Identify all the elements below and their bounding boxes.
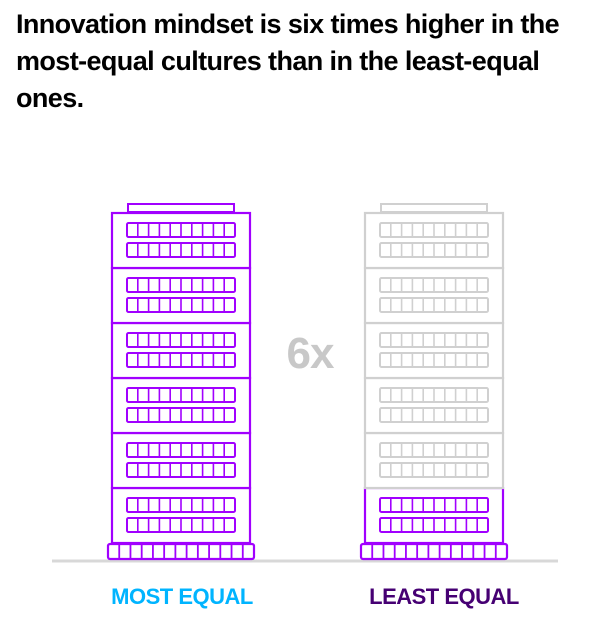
window-row bbox=[126, 462, 236, 478]
floor-frame bbox=[363, 211, 505, 270]
window-row bbox=[126, 222, 236, 238]
floor-frame bbox=[110, 376, 252, 435]
floor-unit bbox=[363, 431, 505, 490]
floor-unit bbox=[110, 431, 252, 490]
building-base bbox=[106, 542, 256, 561]
ratio-annotation: 6x bbox=[287, 329, 335, 378]
window-row bbox=[379, 407, 489, 423]
window-row bbox=[379, 352, 489, 368]
window-row bbox=[126, 332, 236, 348]
building-base bbox=[359, 542, 509, 561]
chart-title: Innovation mindset is six times higher i… bbox=[16, 9, 560, 113]
window-row bbox=[126, 277, 236, 293]
window-row bbox=[126, 407, 236, 423]
floor-frame bbox=[363, 376, 505, 435]
floor-unit bbox=[110, 486, 252, 545]
window-row bbox=[379, 332, 489, 348]
bar-most-equal bbox=[106, 203, 256, 561]
category-label-least-equal: LEAST EQUAL bbox=[369, 584, 519, 609]
window-row bbox=[126, 242, 236, 258]
window-row bbox=[379, 277, 489, 293]
floor-unit bbox=[110, 211, 252, 270]
window-row bbox=[379, 387, 489, 403]
floor-frame bbox=[363, 431, 505, 490]
floor-frame bbox=[363, 266, 505, 325]
floor-unit bbox=[363, 486, 505, 545]
window-row bbox=[126, 517, 236, 533]
floor-unit bbox=[110, 266, 252, 325]
window-row bbox=[379, 242, 489, 258]
roof bbox=[127, 203, 235, 213]
window-row bbox=[379, 297, 489, 313]
floor-frame bbox=[110, 321, 252, 380]
window-row bbox=[379, 497, 489, 513]
base-frame bbox=[106, 542, 256, 561]
floor-unit bbox=[363, 376, 505, 435]
window-row bbox=[379, 517, 489, 533]
floor-unit bbox=[110, 321, 252, 380]
floor-frame bbox=[363, 486, 505, 545]
window-row bbox=[126, 297, 236, 313]
floor-frame bbox=[363, 321, 505, 380]
floor-unit bbox=[110, 376, 252, 435]
category-label-most-equal: MOST EQUAL bbox=[111, 584, 253, 609]
window-row bbox=[379, 442, 489, 458]
floor-frame bbox=[110, 431, 252, 490]
base-frame bbox=[359, 542, 509, 561]
window-row bbox=[126, 387, 236, 403]
window-row bbox=[126, 352, 236, 368]
window-row bbox=[126, 497, 236, 513]
window-row bbox=[379, 462, 489, 478]
bar-least-equal bbox=[359, 203, 509, 561]
floor-unit bbox=[363, 211, 505, 270]
floor-unit bbox=[363, 266, 505, 325]
floor-frame bbox=[110, 266, 252, 325]
window-row bbox=[379, 222, 489, 238]
floor-unit bbox=[363, 321, 505, 380]
floor-frame bbox=[110, 486, 252, 545]
roof bbox=[380, 203, 488, 213]
floor-frame bbox=[110, 211, 252, 270]
window-row bbox=[126, 442, 236, 458]
